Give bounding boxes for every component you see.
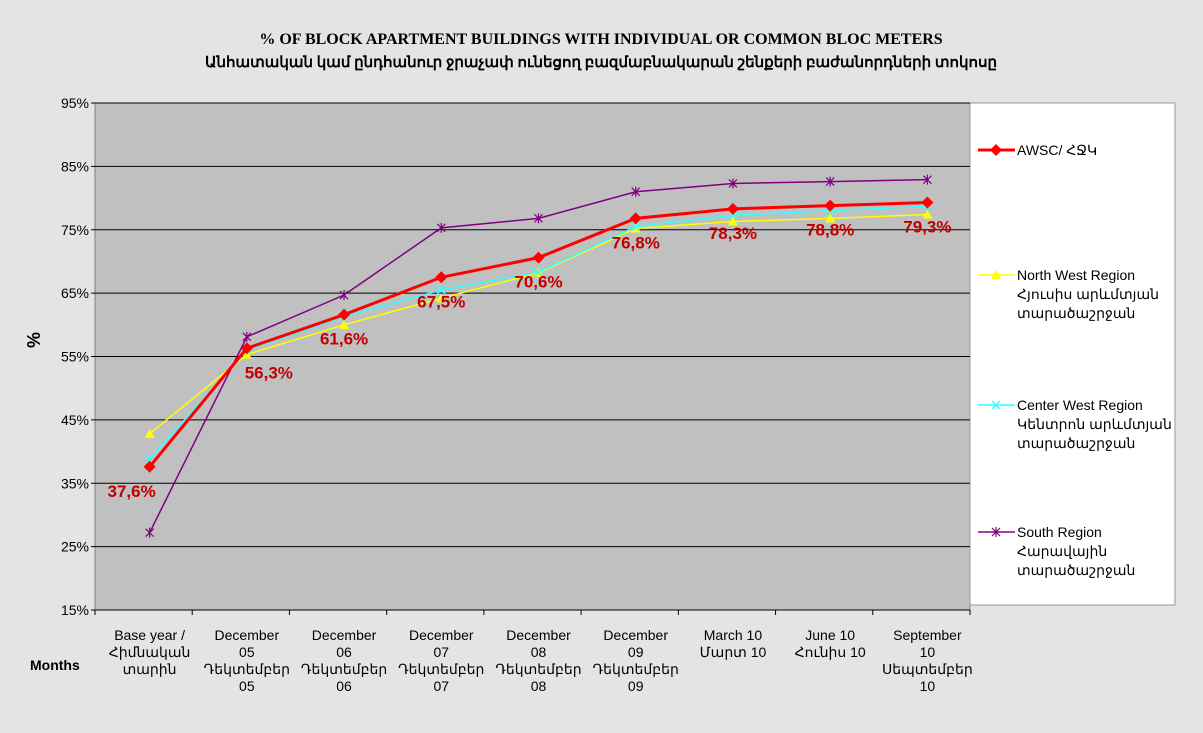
- x-axis-label: Months: [30, 657, 80, 673]
- marker: [339, 290, 349, 301]
- marker: [991, 400, 1001, 410]
- y-tick-label: 35%: [61, 475, 89, 491]
- marker: [728, 210, 738, 220]
- y-tick-label: 75%: [61, 222, 89, 238]
- y-tick-label: 95%: [61, 95, 89, 111]
- marker: [922, 174, 932, 185]
- y-tick-label: 65%: [61, 285, 89, 301]
- y-tick-label: 15%: [61, 602, 89, 618]
- x-tick-label: Base year / Հիմնական տարին: [109, 627, 191, 677]
- x-tick-label: December 05 Դեկտեմբեր 05: [204, 627, 290, 694]
- marker: [436, 222, 446, 233]
- data-label: 56,3%: [245, 363, 293, 382]
- marker: [922, 209, 933, 219]
- marker: [240, 342, 253, 355]
- legend-label: Center West Region Կենտրոն արևմտյան տարածա…: [1017, 397, 1172, 451]
- y-tick-label: 85%: [61, 158, 89, 174]
- chart-title: % OF BLOCK APARTMENT BUILDINGS WITH INDI…: [259, 31, 942, 48]
- data-label: 76,8%: [612, 233, 660, 252]
- marker: [991, 527, 1001, 537]
- x-tick-label: December 09 Դեկտեմբեր 09: [593, 627, 679, 694]
- marker: [630, 223, 641, 233]
- marker: [533, 267, 544, 277]
- data-label: 79,3%: [903, 217, 951, 236]
- marker: [338, 308, 351, 321]
- data-label: 70,6%: [514, 273, 562, 292]
- legend-label: North West Region Հյուսիս արևմտյան տարածաշ…: [1017, 267, 1159, 321]
- y-tick-label: 25%: [61, 539, 89, 555]
- y-tick-label: 45%: [61, 412, 89, 428]
- marker: [436, 293, 447, 303]
- data-label: 78,8%: [806, 221, 854, 240]
- marker: [534, 213, 543, 224]
- x-tick-label: December 08 Դեկտեմբեր 08: [495, 627, 581, 694]
- y-tick-label: 55%: [61, 349, 89, 365]
- legend-box: [969, 102, 1176, 606]
- marker: [727, 216, 738, 226]
- marker: [631, 186, 641, 197]
- marker: [824, 199, 837, 212]
- marker: [990, 144, 1002, 156]
- marker: [436, 285, 446, 295]
- marker: [435, 271, 448, 284]
- marker: [144, 428, 155, 438]
- marker: [825, 176, 835, 187]
- data-label: 37,6%: [108, 482, 156, 501]
- x-tick-label: December 07 Դեկտեմբեր 07: [398, 627, 484, 694]
- marker: [991, 270, 1001, 279]
- marker: [145, 527, 155, 538]
- x-tick-label: March 10 Մարտ 10: [700, 627, 767, 660]
- marker: [631, 222, 641, 232]
- marker: [921, 196, 934, 209]
- data-label: 78,3%: [709, 224, 757, 243]
- marker: [728, 178, 738, 189]
- data-label: 61,6%: [320, 330, 368, 349]
- chart-subtitle: Անհատական կամ ընդհանուր ջրաչափ ունեցող բ…: [205, 55, 997, 71]
- y-axis-label: %: [24, 332, 44, 348]
- marker: [242, 331, 252, 342]
- marker: [532, 251, 545, 264]
- marker: [825, 213, 836, 223]
- marker: [726, 202, 739, 215]
- legend-label: South Region Հարավային տարածաշրջան: [1017, 524, 1135, 578]
- x-tick-label: September 10 Սեպտեմբեր 10: [882, 627, 973, 694]
- marker: [143, 460, 156, 473]
- marker: [339, 319, 350, 329]
- x-tick-label: June 10 Հունիս 10: [795, 627, 866, 660]
- data-label: 67,5%: [417, 292, 465, 311]
- legend-label: AWSC/ ՀՋԿ: [1017, 142, 1097, 158]
- x-tick-label: December 06 Դեկտեմբեր 06: [301, 627, 387, 694]
- marker: [629, 212, 642, 225]
